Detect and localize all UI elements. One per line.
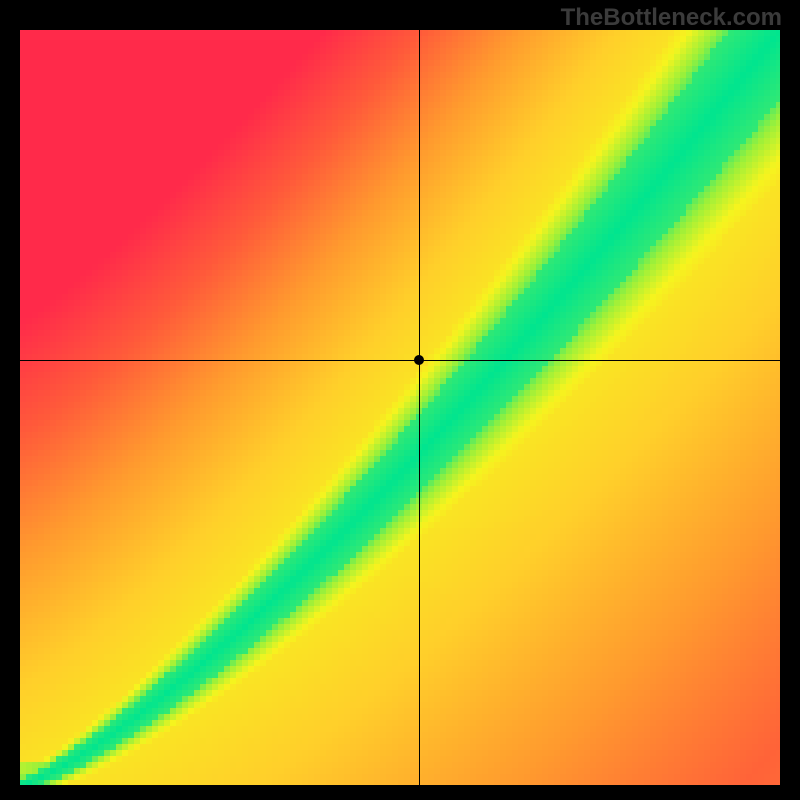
plot-area bbox=[20, 30, 780, 785]
watermark-text: TheBottleneck.com bbox=[561, 4, 782, 32]
crosshair-marker[interactable] bbox=[414, 355, 424, 365]
crosshair-horizontal bbox=[20, 360, 780, 361]
chart-container: TheBottleneck.com bbox=[0, 0, 800, 800]
crosshair-vertical bbox=[419, 30, 420, 785]
bottleneck-heatmap bbox=[20, 30, 780, 785]
